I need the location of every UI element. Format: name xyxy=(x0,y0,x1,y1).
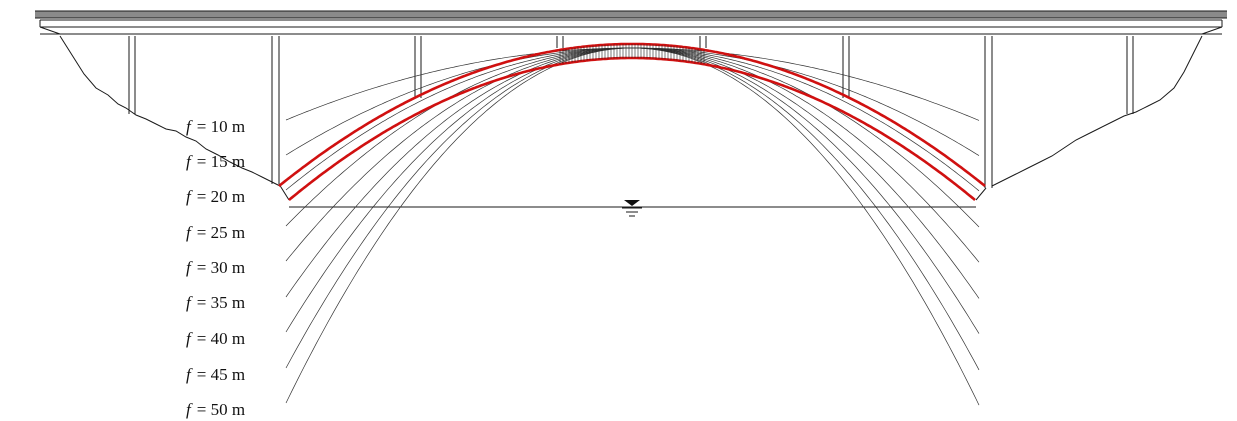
deck-railing xyxy=(35,11,1227,18)
rise-label-10: f = 10 m xyxy=(186,117,246,136)
rise-label-50: f = 50 m xyxy=(186,400,246,419)
rise-label-30: f = 30 m xyxy=(186,258,246,277)
rise-label-25: f = 25 m xyxy=(186,223,246,242)
abutments xyxy=(278,183,987,201)
rise-symbol: f xyxy=(186,152,191,171)
selected-arch-line xyxy=(288,56,976,201)
rise-symbol: f xyxy=(186,117,191,136)
rise-alternative-curves xyxy=(285,47,980,406)
rise-label-35: f = 35 m xyxy=(186,293,246,312)
terrain-left xyxy=(59,35,281,187)
column xyxy=(984,36,993,188)
rise-label-45: f = 45 m xyxy=(186,365,246,384)
terrain-right xyxy=(991,35,1203,187)
column xyxy=(556,36,564,48)
rise-symbol: f xyxy=(186,400,191,419)
rise-label-40: f = 40 m xyxy=(186,329,246,348)
rise-symbol: f xyxy=(186,187,191,206)
rise-symbol: f xyxy=(186,258,191,277)
rise-curve xyxy=(285,47,980,156)
rise-curve xyxy=(285,47,980,334)
columns xyxy=(128,36,1134,188)
deck-slab xyxy=(39,19,1223,35)
selected-arch-line xyxy=(278,42,986,188)
column xyxy=(1126,36,1134,114)
water-level-icon xyxy=(622,200,642,217)
rise-symbol: f xyxy=(186,365,191,384)
rise-curve xyxy=(285,47,980,263)
rise-curve xyxy=(285,47,980,406)
column xyxy=(271,36,280,184)
rise-symbol: f xyxy=(186,329,191,348)
rise-label-15: f = 15 m xyxy=(186,152,246,171)
rise-label-20: f = 20 m xyxy=(186,187,246,206)
column xyxy=(699,36,707,48)
rise-curve xyxy=(285,47,980,299)
selected-arch xyxy=(278,42,986,201)
rise-symbol: f xyxy=(186,223,191,242)
rise-curve xyxy=(285,47,980,371)
column xyxy=(128,36,136,114)
rise-symbol: f xyxy=(186,293,191,312)
